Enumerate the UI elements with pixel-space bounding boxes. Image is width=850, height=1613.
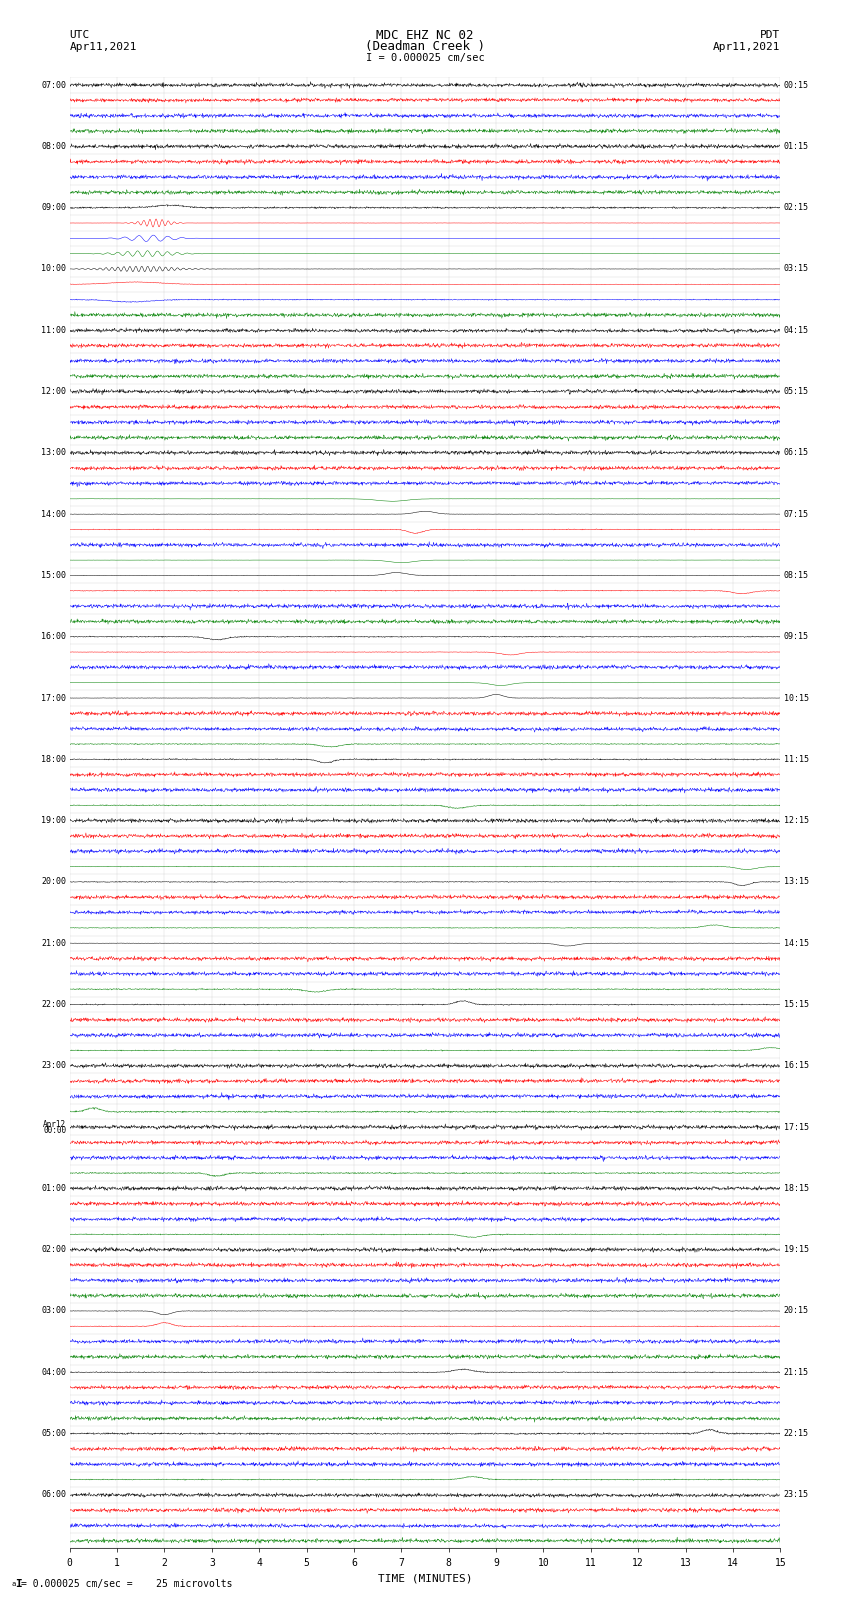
Text: 01:15: 01:15 <box>784 142 809 152</box>
Text: 10:15: 10:15 <box>784 694 809 703</box>
X-axis label: TIME (MINUTES): TIME (MINUTES) <box>377 1573 473 1582</box>
Text: 00:15: 00:15 <box>784 81 809 90</box>
Text: 05:00: 05:00 <box>41 1429 66 1439</box>
Text: 13:15: 13:15 <box>784 877 809 887</box>
Text: 00:00: 00:00 <box>43 1126 66 1134</box>
Text: 21:00: 21:00 <box>41 939 66 948</box>
Text: 22:15: 22:15 <box>784 1429 809 1439</box>
Text: 16:15: 16:15 <box>784 1061 809 1071</box>
Text: 17:00: 17:00 <box>41 694 66 703</box>
Text: 04:00: 04:00 <box>41 1368 66 1378</box>
Text: 01:00: 01:00 <box>41 1184 66 1194</box>
Text: 03:15: 03:15 <box>784 265 809 274</box>
Text: 19:00: 19:00 <box>41 816 66 826</box>
Text: PDT: PDT <box>760 31 780 40</box>
Text: (Deadman Creek ): (Deadman Creek ) <box>365 40 485 53</box>
Text: 07:15: 07:15 <box>784 510 809 519</box>
Text: 08:15: 08:15 <box>784 571 809 581</box>
Text: 18:00: 18:00 <box>41 755 66 765</box>
Text: 15:15: 15:15 <box>784 1000 809 1010</box>
Text: 12:15: 12:15 <box>784 816 809 826</box>
Text: 05:15: 05:15 <box>784 387 809 397</box>
Text: 02:00: 02:00 <box>41 1245 66 1255</box>
Text: 11:15: 11:15 <box>784 755 809 765</box>
Text: 09:15: 09:15 <box>784 632 809 642</box>
Text: I: I <box>15 1579 22 1589</box>
Text: 14:15: 14:15 <box>784 939 809 948</box>
Text: 04:15: 04:15 <box>784 326 809 336</box>
Text: 20:00: 20:00 <box>41 877 66 887</box>
Text: 02:15: 02:15 <box>784 203 809 213</box>
Text: 23:00: 23:00 <box>41 1061 66 1071</box>
Text: 09:00: 09:00 <box>41 203 66 213</box>
Text: 11:00: 11:00 <box>41 326 66 336</box>
Text: 19:15: 19:15 <box>784 1245 809 1255</box>
Text: 06:00: 06:00 <box>41 1490 66 1500</box>
Text: 03:00: 03:00 <box>41 1307 66 1316</box>
Text: 20:15: 20:15 <box>784 1307 809 1316</box>
Text: I = 0.000025 cm/sec: I = 0.000025 cm/sec <box>366 53 484 63</box>
Text: 23:15: 23:15 <box>784 1490 809 1500</box>
Text: Apr11,2021: Apr11,2021 <box>713 42 780 52</box>
Text: 12:00: 12:00 <box>41 387 66 397</box>
Text: 08:00: 08:00 <box>41 142 66 152</box>
Text: 15:00: 15:00 <box>41 571 66 581</box>
Text: Apr12: Apr12 <box>43 1121 66 1129</box>
Text: 13:00: 13:00 <box>41 448 66 458</box>
Text: 17:15: 17:15 <box>784 1123 809 1132</box>
Text: 14:00: 14:00 <box>41 510 66 519</box>
Text: 06:15: 06:15 <box>784 448 809 458</box>
Text: UTC: UTC <box>70 31 90 40</box>
Text: a: a <box>12 1581 16 1587</box>
Text: 16:00: 16:00 <box>41 632 66 642</box>
Text: 18:15: 18:15 <box>784 1184 809 1194</box>
Text: 07:00: 07:00 <box>41 81 66 90</box>
Text: 10:00: 10:00 <box>41 265 66 274</box>
Text: MDC EHZ NC 02: MDC EHZ NC 02 <box>377 29 473 42</box>
Text: Apr11,2021: Apr11,2021 <box>70 42 137 52</box>
Text: = 0.000025 cm/sec =    25 microvolts: = 0.000025 cm/sec = 25 microvolts <box>21 1579 233 1589</box>
Text: 22:00: 22:00 <box>41 1000 66 1010</box>
Text: 21:15: 21:15 <box>784 1368 809 1378</box>
